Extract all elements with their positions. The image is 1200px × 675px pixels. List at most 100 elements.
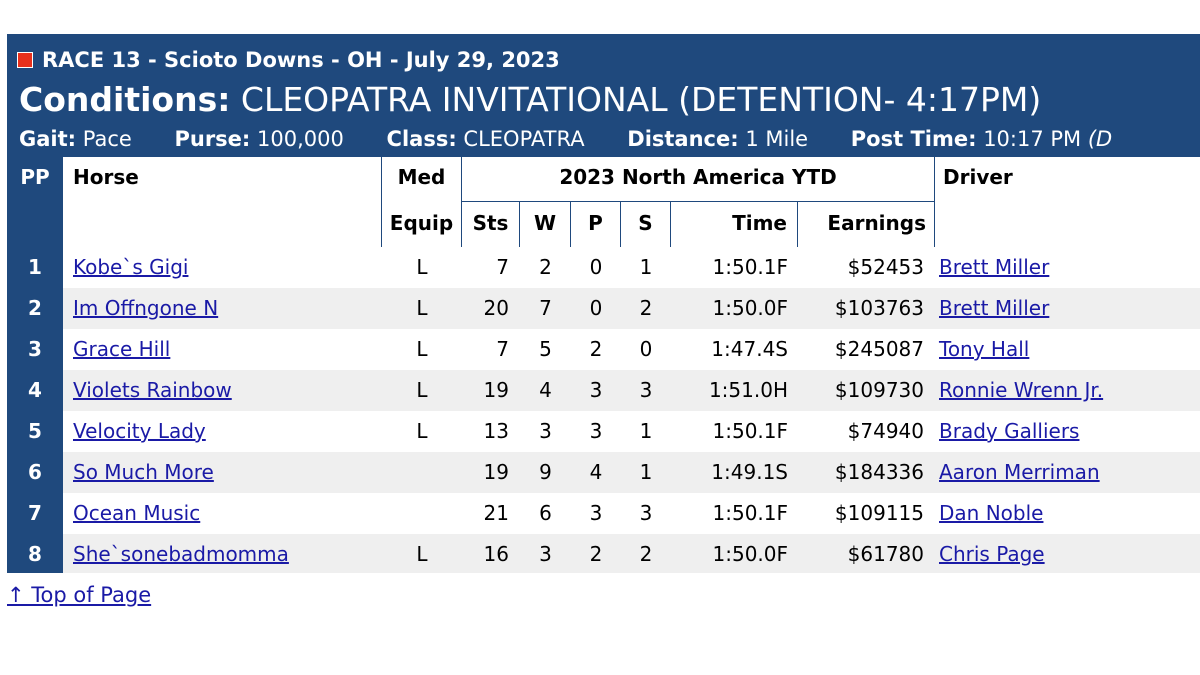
med-cell: L <box>416 255 428 279</box>
med-cell: L <box>416 296 428 320</box>
gait-value: Pace <box>82 127 132 151</box>
race-info-line: Gait: Pace Purse: 100,000 Class: CLEOPAT… <box>19 127 1148 151</box>
time-cell: 1:49.1S <box>711 460 788 484</box>
sts-cell: 16 <box>483 542 509 566</box>
sts-cell: 7 <box>496 255 509 279</box>
race-header: RACE 13 - Scioto Downs - OH - July 29, 2… <box>7 34 1200 157</box>
s-cell: 1 <box>639 460 653 484</box>
race-panel: RACE 13 - Scioto Downs - OH - July 29, 2… <box>7 34 1200 573</box>
p-cell: 3 <box>589 378 603 402</box>
w-cell: 4 <box>539 378 552 402</box>
driver-link[interactable]: Brady Galliers <box>939 419 1080 443</box>
pp-number: 5 <box>7 411 63 452</box>
p-cell: 3 <box>589 501 603 525</box>
w-cell: 2 <box>539 255 552 279</box>
s-cell: 3 <box>639 501 653 525</box>
horse-link[interactable]: So Much More <box>73 460 214 484</box>
top-of-page-link[interactable]: ↑ Top of Page <box>7 583 152 607</box>
s-cell: 0 <box>639 337 653 361</box>
table-row: 2 Im Offngone N L 20 7 0 2 1:50.0F $1037… <box>7 288 1200 329</box>
driver-link[interactable]: Tony Hall <box>939 337 1030 361</box>
col-time: Time <box>671 202 798 247</box>
driver-link[interactable]: Aaron Merriman <box>939 460 1100 484</box>
col-driver: Driver <box>943 165 1013 189</box>
sts-cell: 19 <box>483 378 509 402</box>
table-row: 6 So Much More 19 9 4 1 1:49.1S $184336 … <box>7 452 1200 493</box>
horse-link[interactable]: Grace Hill <box>73 337 171 361</box>
column-header: PP Horse Med Equip 2023 North America YT… <box>7 157 1200 247</box>
pp-number: 7 <box>7 493 63 534</box>
table-row: 1 Kobe`s Gigi L 7 2 0 1 1:50.1F $52453 B… <box>7 247 1200 288</box>
purse-value: 100,000 <box>257 127 344 151</box>
time-cell: 1:51.0H <box>708 378 788 402</box>
time-cell: 1:47.4S <box>711 337 788 361</box>
s-cell: 3 <box>639 378 653 402</box>
distance-value: 1 Mile <box>745 127 809 151</box>
horse-link[interactable]: Im Offngone N <box>73 296 219 320</box>
time-cell: 1:50.1F <box>712 255 789 279</box>
w-cell: 7 <box>539 296 552 320</box>
driver-link[interactable]: Brett Miller <box>939 255 1050 279</box>
p-cell: 4 <box>589 460 603 484</box>
s-cell: 1 <box>639 419 653 443</box>
horse-link[interactable]: Ocean Music <box>73 501 201 525</box>
p-cell: 0 <box>589 255 603 279</box>
pp-number: 3 <box>7 329 63 370</box>
driver-link[interactable]: Brett Miller <box>939 296 1050 320</box>
horse-link[interactable]: Violets Rainbow <box>73 378 232 402</box>
post-time-value: 10:17 PM <box>983 127 1082 151</box>
earnings-cell: $184336 <box>834 460 924 484</box>
s-cell: 1 <box>639 255 653 279</box>
col-pp: PP <box>7 157 63 247</box>
sts-cell: 21 <box>483 501 509 525</box>
gait-label: Gait: <box>19 127 77 151</box>
p-cell: 0 <box>589 296 603 320</box>
med-cell <box>382 452 462 493</box>
med-cell: L <box>416 542 428 566</box>
p-cell: 2 <box>589 542 603 566</box>
race-title-line: RACE 13 - Scioto Downs - OH - July 29, 2… <box>17 48 560 72</box>
driver-link[interactable]: Chris Page <box>939 542 1045 566</box>
horse-link[interactable]: Kobe`s Gigi <box>73 255 189 279</box>
table-row: 5 Velocity Lady L 13 3 3 1 1:50.1F $7494… <box>7 411 1200 452</box>
earnings-cell: $109730 <box>834 378 924 402</box>
table-row: 7 Ocean Music 21 6 3 3 1:50.1F $109115 D… <box>7 493 1200 534</box>
earnings-cell: $103763 <box>834 296 924 320</box>
earnings-cell: $245087 <box>834 337 924 361</box>
p-cell: 2 <box>589 337 603 361</box>
s-cell: 2 <box>639 542 653 566</box>
conditions-value: CLEOPATRA INVITATIONAL (DETENTION- 4:17P… <box>240 80 1042 119</box>
p-cell: 3 <box>589 419 603 443</box>
col-sts: Sts <box>462 202 520 247</box>
col-p: P <box>571 202 621 247</box>
col-equip: Equip <box>382 202 462 247</box>
col-w: W <box>520 202 571 247</box>
s-cell: 2 <box>639 296 653 320</box>
med-cell: L <box>416 337 428 361</box>
w-cell: 3 <box>539 542 552 566</box>
col-group-ytd: 2023 North America YTD <box>462 157 935 202</box>
conditions-label: Conditions: <box>19 80 231 119</box>
sts-cell: 19 <box>483 460 509 484</box>
time-cell: 1:50.1F <box>712 419 789 443</box>
race-title: RACE 13 - Scioto Downs - OH - July 29, 2… <box>42 48 560 72</box>
horse-link[interactable]: Velocity Lady <box>73 419 206 443</box>
distance-label: Distance: <box>627 127 739 151</box>
sts-cell: 7 <box>496 337 509 361</box>
time-cell: 1:50.0F <box>712 296 789 320</box>
pp-number: 4 <box>7 370 63 411</box>
horse-link[interactable]: She`sonebadmomma <box>73 542 289 566</box>
earnings-cell: $61780 <box>847 542 924 566</box>
table-row: 4 Violets Rainbow L 19 4 3 3 1:51.0H $10… <box>7 370 1200 411</box>
col-med: Med <box>382 157 462 202</box>
driver-link[interactable]: Dan Noble <box>939 501 1044 525</box>
time-cell: 1:50.0F <box>712 542 789 566</box>
conditions-line: Conditions: CLEOPATRA INVITATIONAL (DETE… <box>19 80 1041 119</box>
driver-link[interactable]: Ronnie Wrenn Jr. <box>939 378 1104 402</box>
w-cell: 9 <box>539 460 552 484</box>
class-label: Class: <box>386 127 457 151</box>
w-cell: 3 <box>539 419 552 443</box>
red-square-icon <box>17 52 33 68</box>
col-horse: Horse <box>63 157 382 247</box>
w-cell: 5 <box>539 337 552 361</box>
